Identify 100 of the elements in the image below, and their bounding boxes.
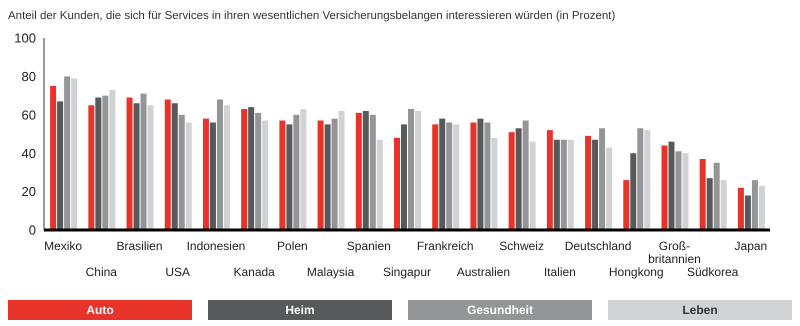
chart-title: Anteil der Kunden, die sich für Services in ihren wesentlichen Versicherungsbelangen interessieren würden (in Prozent) <box>8 9 616 24</box>
bar <box>376 140 383 230</box>
bar <box>508 132 515 230</box>
x-tick-label: China <box>86 265 118 279</box>
y-tick-label: 0 <box>28 222 36 238</box>
x-tick-label: Brasilien <box>116 239 163 253</box>
bar <box>324 124 331 230</box>
bar <box>644 130 650 230</box>
bar <box>57 101 64 230</box>
bar <box>172 103 178 230</box>
bar <box>738 188 744 230</box>
y-tick-label: 100 <box>14 30 36 46</box>
bar <box>592 140 598 230</box>
x-tick-label: Deutschland <box>564 239 632 253</box>
y-tick-label: 40 <box>22 146 36 161</box>
bar <box>470 122 476 230</box>
bar <box>71 78 78 230</box>
text: Leben <box>608 300 792 320</box>
bar <box>202 118 209 230</box>
text: Auto <box>8 300 192 320</box>
x-tick-label: Groß- britannien <box>648 239 701 266</box>
bar <box>668 142 674 230</box>
bar <box>477 118 484 230</box>
x-tick-label: Polen <box>277 239 308 253</box>
text: Gesundheit <box>408 300 592 320</box>
bar <box>630 153 636 230</box>
bar <box>522 120 529 230</box>
x-tick-label: USA <box>165 265 190 279</box>
x-tick-label: Australien <box>456 265 510 279</box>
bar <box>554 140 560 230</box>
x-tick-label: Singapur <box>382 265 432 279</box>
bar <box>675 151 682 230</box>
text: Heim <box>208 300 392 320</box>
bar <box>164 99 171 230</box>
bar <box>148 105 154 230</box>
y-tick-label: 80 <box>22 69 36 84</box>
bar <box>744 195 751 230</box>
bar <box>432 124 438 230</box>
bar <box>186 122 192 230</box>
bar <box>362 110 369 230</box>
bar <box>332 118 338 230</box>
x-tick-label: Hongkong <box>608 265 664 279</box>
bar <box>637 128 644 230</box>
bar <box>560 140 567 230</box>
bar <box>178 114 185 230</box>
bar <box>752 180 758 230</box>
bar <box>546 130 553 230</box>
bar <box>491 138 498 230</box>
bar <box>126 98 133 230</box>
bar <box>700 158 706 230</box>
bar <box>210 122 216 230</box>
x-tick-label: Südkorea <box>686 265 739 279</box>
bar <box>606 147 612 230</box>
x-tick-label: Malaysia <box>306 265 355 279</box>
x-tick-label: Schweiz <box>499 239 544 253</box>
bar <box>300 109 306 230</box>
bar <box>415 110 422 230</box>
y-tick-label: 60 <box>22 107 36 122</box>
y-tick-label: 20 <box>22 184 36 200</box>
bar <box>286 124 292 230</box>
x-tick-label: Spanien <box>346 239 391 253</box>
bar <box>758 186 765 230</box>
bar <box>356 112 362 230</box>
x-tick-label: Italien <box>544 265 576 279</box>
bar <box>599 128 606 230</box>
bar <box>585 136 592 230</box>
bar <box>109 90 116 230</box>
bar <box>255 112 262 230</box>
bar <box>102 96 108 230</box>
bar <box>394 138 400 230</box>
bar <box>446 122 452 230</box>
bar <box>293 114 300 230</box>
bar <box>623 180 630 230</box>
bar <box>216 99 223 230</box>
bar <box>370 114 376 230</box>
bar <box>714 162 720 230</box>
bar <box>134 103 140 230</box>
bar <box>248 107 254 230</box>
bar <box>224 105 230 230</box>
bar <box>408 109 414 230</box>
bar <box>530 142 536 230</box>
bar <box>516 128 522 230</box>
bar <box>318 120 324 230</box>
bar <box>338 110 345 230</box>
x-tick-label: Kanada <box>233 265 276 279</box>
bar <box>88 105 94 230</box>
bar <box>720 180 727 230</box>
bar <box>453 124 460 230</box>
bar <box>95 98 102 230</box>
bar <box>50 86 56 230</box>
x-tick-label: Japan <box>734 239 768 253</box>
x-tick-label: Frankreich <box>416 239 474 253</box>
bar <box>241 109 248 230</box>
bar <box>439 118 446 230</box>
x-tick-label: Mexiko <box>44 239 82 253</box>
bar <box>568 140 574 230</box>
bar <box>140 94 147 230</box>
bar <box>484 122 490 230</box>
bar <box>706 178 713 230</box>
bar <box>661 146 668 230</box>
